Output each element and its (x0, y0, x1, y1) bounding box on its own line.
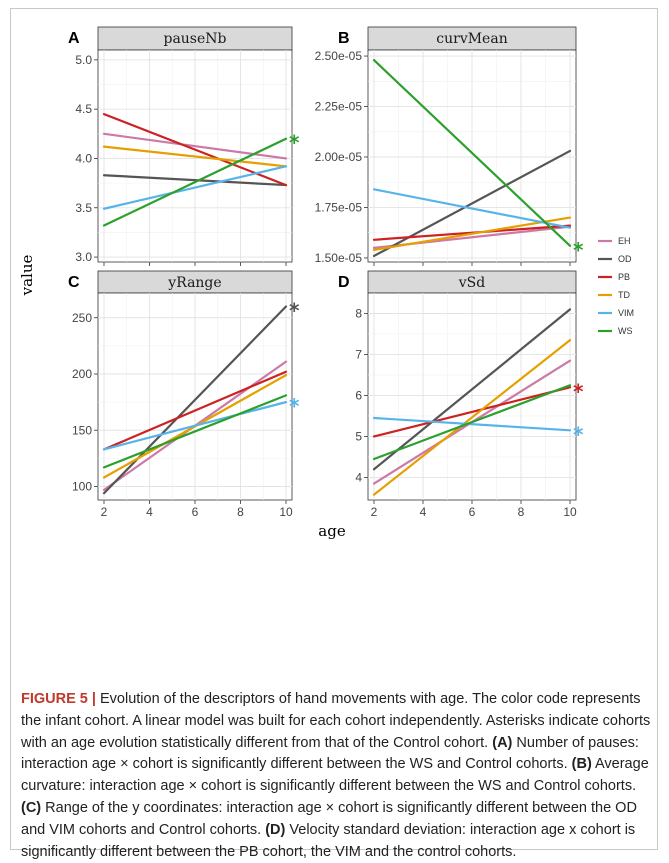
asterisk-ws: * (289, 131, 300, 155)
y-tick-label: 4.5 (75, 102, 92, 116)
y-tick-label: 6 (355, 388, 362, 402)
panel-d-letter: D (338, 274, 350, 291)
y-tick-label: 1.50e-05 (315, 251, 363, 265)
figure-caption: FIGURE 5 | Evolution of the descriptors … (21, 689, 651, 863)
panel-a-title: pauseNb (163, 31, 226, 47)
caption-label-a: (A) (492, 734, 513, 751)
legend-label-ws: WS (618, 326, 633, 336)
series-line-od (102, 305, 288, 495)
y-tick-label: 7 (355, 347, 362, 361)
y-tick-label: 5.0 (75, 53, 92, 67)
y-tick-label: 2.50e-05 (315, 49, 363, 63)
figure-label: FIGURE 5 | (21, 691, 96, 707)
x-tick-label: 10 (563, 505, 577, 519)
series-line-ws (372, 58, 572, 247)
series-line-od (372, 308, 572, 471)
panel-b-title: curvMean (436, 31, 507, 47)
x-tick-label: 4 (146, 505, 153, 519)
series-line-vim (372, 416, 572, 432)
caption-label-d: (D) (265, 821, 286, 838)
series-line-td (372, 216, 572, 251)
y-tick-label: 3.5 (75, 201, 92, 215)
caption-text-b: Average curvature: interaction age × coh… (21, 756, 649, 795)
y-tick-label: 3.0 (75, 250, 92, 264)
caption-label-b: (B) (571, 756, 592, 773)
series-line-vim (372, 188, 572, 229)
caption-text-c: Range of the y coordinates: interaction … (21, 799, 637, 838)
asterisk-pb: * (573, 379, 584, 403)
chart-figure: pauseNb A 3.0 3.5 4.0 4.5 5.0 * curvMean B 1.50e-0… (18, 26, 634, 540)
caption-text-d: Velocity standard deviation: interaction… (21, 821, 636, 860)
asterisk-ws: * (573, 238, 584, 262)
legend-label-vim: VIM (618, 308, 634, 318)
x-tick-label: 8 (237, 505, 244, 519)
x-tick-label: 2 (371, 505, 378, 519)
y-tick-label: 150 (72, 423, 92, 437)
legend-label-pb: PB (618, 272, 630, 282)
series-line-ws (102, 394, 288, 469)
x-tick-label: 2 (101, 505, 108, 519)
x-tick-label: 6 (192, 505, 199, 519)
caption-label-c: (C) (21, 799, 42, 816)
y-tick-label: 2.00e-05 (315, 150, 363, 164)
asterisk-vim: * (289, 394, 300, 418)
y-tick-label: 250 (72, 311, 92, 325)
legend-label-od: OD (618, 254, 632, 264)
panel-c-letter: C (68, 274, 80, 291)
y-tick-label: 5 (355, 429, 362, 443)
x-tick-label: 6 (469, 505, 476, 519)
legend-label-td: TD (618, 290, 630, 300)
panel-d-title: vSd (458, 275, 486, 291)
series-line-pb (372, 386, 572, 438)
x-tick-label: 4 (420, 505, 427, 519)
y-tick-label: 4.0 (75, 151, 92, 165)
y-axis-title: value (18, 255, 36, 297)
caption-intro: Evolution of the descriptors of hand mov… (21, 691, 651, 751)
panel-b-letter: B (338, 30, 350, 47)
series-line-td (372, 339, 572, 496)
panel-a-letter: A (68, 30, 80, 47)
series-line-vim (102, 401, 288, 451)
y-tick-label: 200 (72, 367, 92, 381)
series-line-td (102, 145, 288, 168)
y-tick-label: 8 (355, 306, 362, 320)
y-tick-label: 2.25e-05 (315, 100, 363, 114)
series-line-od (102, 174, 288, 187)
caption-text-a: Number of pauses: interaction age × coho… (21, 734, 639, 773)
panel-c-title: yRange (167, 275, 221, 291)
x-axis-title: age (318, 522, 346, 540)
asterisk-od: * (289, 299, 300, 323)
series-line-pb (102, 370, 288, 451)
y-tick-label: 100 (72, 480, 92, 494)
asterisk-vim: * (573, 422, 584, 446)
legend-label-eh: EH (618, 236, 631, 246)
series-line-ws (372, 384, 572, 461)
x-tick-label: 8 (518, 505, 525, 519)
series-line-vim (102, 165, 288, 210)
x-tick-label: 10 (279, 505, 293, 519)
series-line-ws (102, 137, 288, 227)
y-tick-label: 4 (355, 470, 362, 484)
y-tick-label: 1.75e-05 (315, 200, 363, 214)
